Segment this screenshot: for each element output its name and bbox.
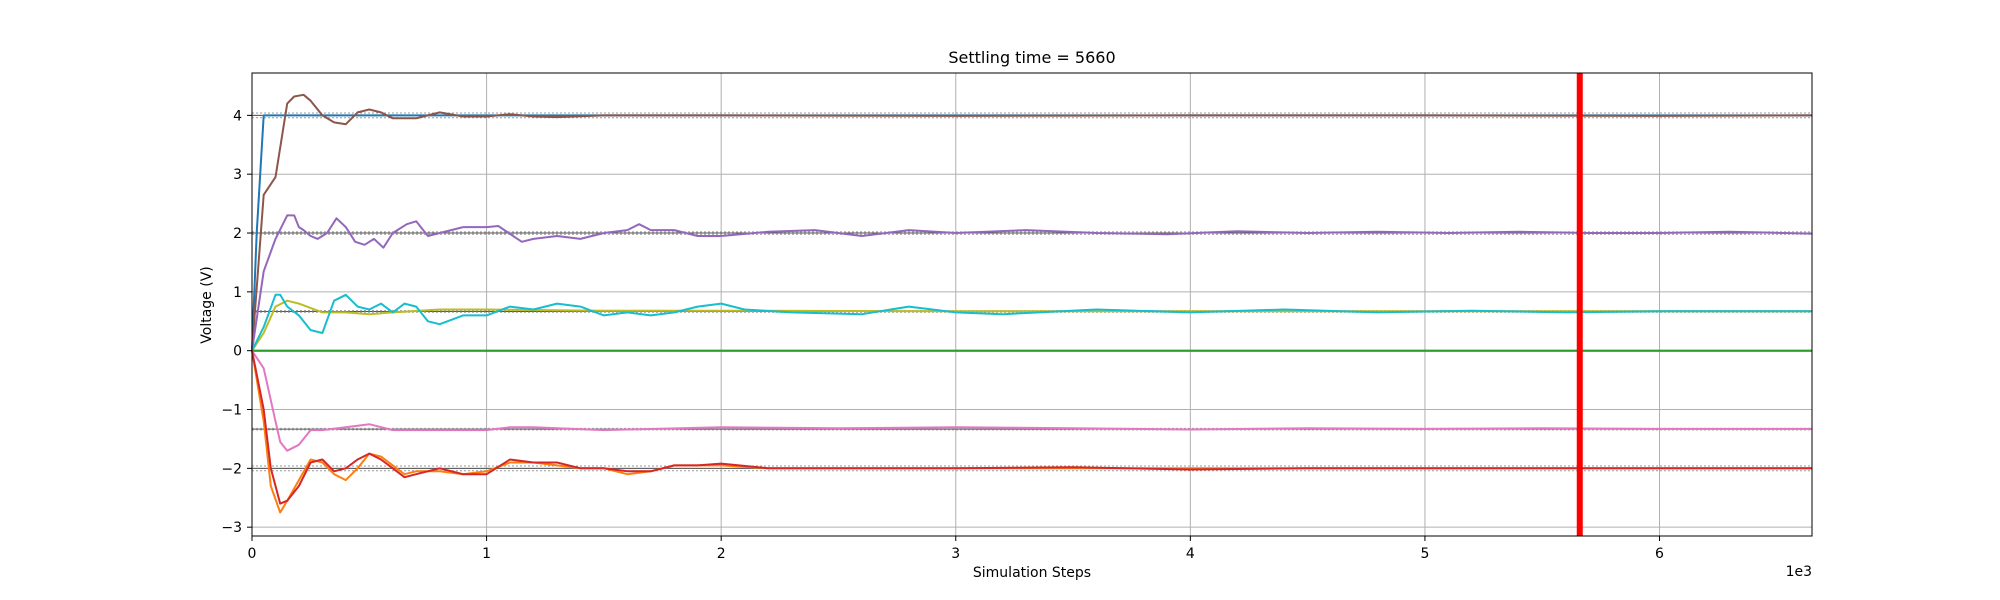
y-axis-label: Voltage (V) <box>199 266 215 343</box>
series-line <box>251 93 1813 351</box>
series-lines <box>251 93 1813 514</box>
y-tick-label: 2 <box>233 226 242 242</box>
x-tick-label: 0 <box>248 546 257 562</box>
x-axis-ticks: 0 1 2 3 4 5 6 <box>248 536 1664 562</box>
y-tick-label: −2 <box>221 461 242 477</box>
y-tick-label: −1 <box>221 403 242 419</box>
y-tick-label: 4 <box>233 108 242 124</box>
series-line <box>251 350 1812 452</box>
y-tick-label: −3 <box>221 520 242 536</box>
x-tick-label: 2 <box>717 546 726 562</box>
series-line <box>251 350 1812 505</box>
chart-title: Settling time = 5660 <box>948 48 1115 67</box>
y-tick-label: 1 <box>233 285 242 301</box>
x-tick-label: 3 <box>951 546 960 562</box>
series-line <box>251 214 1813 351</box>
x-tick-label: 1 <box>482 546 491 562</box>
y-axis-ticks: −3 −2 −1 0 1 2 3 4 <box>221 108 252 536</box>
x-tick-label: 6 <box>1655 546 1664 562</box>
series-line <box>251 293 1812 352</box>
y-tick-label: 0 <box>233 344 242 360</box>
x-tick-label: 4 <box>1186 546 1195 562</box>
x-axis-multiplier: 1e3 <box>1786 564 1812 580</box>
plot-frame <box>251 72 1813 537</box>
x-tick-label: 5 <box>1420 546 1429 562</box>
x-axis-label: Simulation Steps <box>973 565 1091 581</box>
y-tick-label: 3 <box>233 167 242 183</box>
